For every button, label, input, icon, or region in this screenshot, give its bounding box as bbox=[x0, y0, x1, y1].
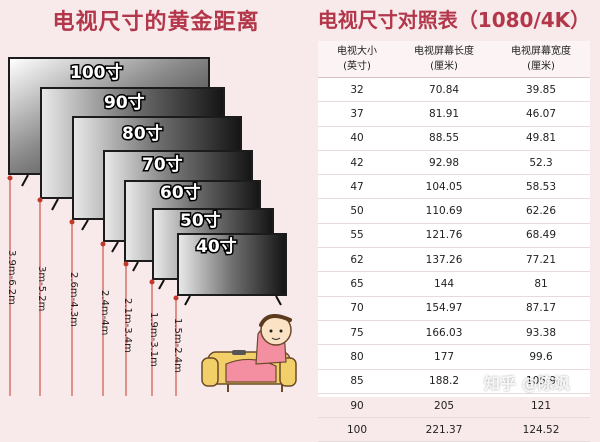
distance-lines bbox=[7, 175, 179, 396]
cell-length: 177 bbox=[396, 344, 493, 370]
table-row: 70 154.97 87.17 bbox=[318, 296, 590, 321]
cell-size: 42 bbox=[318, 150, 397, 176]
table-row: 90 205 121 bbox=[318, 393, 590, 419]
table-row: 40 88.55 49.81 bbox=[318, 126, 590, 151]
distance-label-70: 2.4m-4m bbox=[99, 290, 110, 336]
table-row: 42 92.98 52.3 bbox=[318, 150, 590, 176]
left-title: 电视尺寸的黄金距离 bbox=[52, 10, 260, 35]
cell-length: 188.2 bbox=[396, 369, 493, 394]
cell-size: 47 bbox=[318, 174, 397, 200]
table-row: 50 110.69 62.26 bbox=[318, 198, 590, 224]
cell-length: 205 bbox=[396, 393, 493, 419]
tv-label-40: 40寸 bbox=[196, 236, 237, 257]
tv-label-60: 60寸 bbox=[160, 182, 201, 203]
table-row: 75 166.03 93.38 bbox=[318, 320, 590, 346]
header-screen-width: 电视屏幕宽度 (厘米) bbox=[492, 41, 590, 78]
size-table: 电视大小 (英寸) 电视屏幕长度 (厘米) 电视屏幕宽度 (厘米) 32 70.8… bbox=[318, 41, 590, 442]
cell-size: 37 bbox=[318, 101, 397, 127]
distance-label-60: 2.1m-3.4m bbox=[122, 298, 133, 353]
table-row: 65 144 81 bbox=[318, 271, 590, 297]
cell-length: 121.76 bbox=[396, 223, 493, 249]
cell-size: 75 bbox=[318, 320, 397, 346]
cell-width: 81 bbox=[492, 271, 590, 297]
cell-width: 124.52 bbox=[492, 417, 590, 442]
cell-length: 154.97 bbox=[396, 296, 493, 321]
table-row: 32 70.84 39.85 bbox=[318, 77, 590, 103]
table-row: 62 137.26 77.21 bbox=[318, 247, 590, 273]
cell-length: 92.98 bbox=[396, 150, 493, 176]
table-row: 47 104.05 58.53 bbox=[318, 174, 590, 200]
distance-label-90: 3m-5.2m bbox=[36, 266, 47, 312]
watermark: 知乎 @陈飒 bbox=[484, 374, 570, 393]
cell-length: 104.05 bbox=[396, 174, 493, 200]
table-row: 85 188.2 105.9 bbox=[318, 369, 590, 394]
table-row: 37 81.91 46.07 bbox=[318, 101, 590, 127]
distance-label-100: 3.9m-6.2m bbox=[6, 250, 17, 305]
tv-40-inch bbox=[177, 233, 287, 306]
cell-size: 100 bbox=[318, 417, 397, 442]
couch-person-illustration bbox=[201, 314, 297, 392]
cell-size: 62 bbox=[318, 247, 397, 273]
cell-width: 52.3 bbox=[492, 150, 590, 176]
tv-label-100: 100寸 bbox=[70, 62, 123, 83]
cell-length: 144 bbox=[396, 271, 493, 297]
cell-length: 81.91 bbox=[396, 101, 493, 127]
tv-label-80: 80寸 bbox=[122, 123, 163, 144]
cell-width: 58.53 bbox=[492, 174, 590, 200]
cell-size: 65 bbox=[318, 271, 397, 297]
cell-size: 50 bbox=[318, 198, 397, 224]
cell-length: 70.84 bbox=[396, 77, 493, 103]
tv-size-illustration: 电视尺寸的黄金距离 bbox=[0, 0, 310, 401]
cell-width: 62.26 bbox=[492, 198, 590, 224]
tv-label-90: 90寸 bbox=[104, 92, 145, 113]
tv-label-50: 50寸 bbox=[180, 210, 221, 231]
header-tv-size: 电视大小 (英寸) bbox=[318, 41, 397, 78]
right-title: 电视尺寸对照表（1080/4K） bbox=[317, 8, 591, 32]
table-header-row: 电视大小 (英寸) 电视屏幕长度 (厘米) 电视屏幕宽度 (厘米) bbox=[318, 41, 590, 78]
cell-size: 32 bbox=[318, 77, 397, 103]
tv-stack-drawing: 100寸 90寸 80寸 70寸 60寸 50寸 40寸 bbox=[7, 57, 297, 396]
table-row: 100 221.37 124.52 bbox=[318, 417, 590, 442]
cell-width: 121 bbox=[492, 393, 590, 419]
cell-width: 46.07 bbox=[492, 101, 590, 127]
cell-length: 221.37 bbox=[396, 417, 493, 442]
size-table-container: 电视大小 (英寸) 电视屏幕长度 (厘米) 电视屏幕宽度 (厘米) 32 70.8… bbox=[318, 41, 590, 442]
cell-length: 110.69 bbox=[396, 198, 493, 224]
cell-size: 70 bbox=[318, 296, 397, 321]
cell-width: 77.21 bbox=[492, 247, 590, 273]
cell-width: 93.38 bbox=[492, 320, 590, 346]
tv-label-70: 70寸 bbox=[142, 154, 183, 175]
cell-size: 90 bbox=[318, 393, 397, 419]
cell-size: 85 bbox=[318, 369, 397, 394]
cell-size: 40 bbox=[318, 126, 397, 151]
cell-width: 68.49 bbox=[492, 223, 590, 249]
cell-size: 55 bbox=[318, 223, 397, 249]
cell-width: 105.9 bbox=[492, 369, 590, 394]
distance-label-40: 1.5m-2.4m bbox=[172, 318, 183, 373]
cell-length: 166.03 bbox=[396, 320, 493, 346]
cell-width: 99.6 bbox=[492, 344, 590, 370]
cell-width: 87.17 bbox=[492, 296, 590, 321]
distance-label-80: 2.6m-4.3m bbox=[68, 272, 79, 327]
cell-length: 88.55 bbox=[396, 126, 493, 151]
header-screen-length: 电视屏幕长度 (厘米) bbox=[396, 41, 493, 78]
table-row: 55 121.76 68.49 bbox=[318, 223, 590, 249]
cell-length: 137.26 bbox=[396, 247, 493, 273]
table-row: 80 177 99.6 bbox=[318, 344, 590, 370]
cell-width: 39.85 bbox=[492, 77, 590, 103]
cell-size: 80 bbox=[318, 344, 397, 370]
cell-width: 49.81 bbox=[492, 126, 590, 151]
distance-label-50: 1.9m-3.1m bbox=[148, 312, 159, 367]
